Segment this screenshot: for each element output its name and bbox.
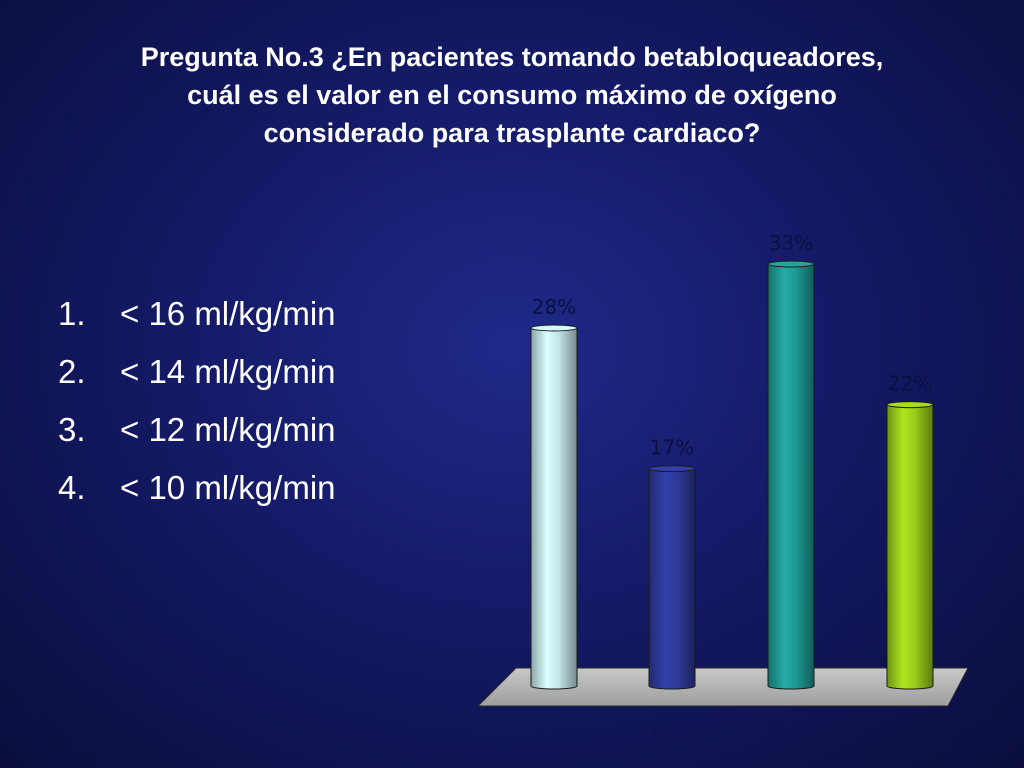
bar-value-label: 33% <box>769 231 813 255</box>
answer-option: 1. < 16 ml/kg/min <box>58 285 336 343</box>
bar-value-label: 22% <box>888 372 932 396</box>
chart-floor <box>476 667 969 707</box>
title-line: cuál es el valor en el consumo máximo de… <box>187 80 837 110</box>
bar-4 <box>886 401 934 690</box>
bar-top <box>767 260 815 268</box>
answer-option: 3. < 12 ml/kg/min <box>58 401 336 459</box>
x-tick-label: 1 <box>535 722 541 733</box>
bar-body <box>648 468 696 690</box>
answer-option: 2. < 14 ml/kg/min <box>58 343 336 401</box>
bar-body <box>886 404 934 690</box>
bar-2 <box>648 465 696 690</box>
option-text: < 10 ml/kg/min <box>120 469 336 506</box>
bar-top <box>648 465 696 473</box>
bar-top <box>886 401 934 409</box>
bar-1 <box>530 324 578 690</box>
bar-body <box>530 327 578 690</box>
x-tick-label: 2 <box>653 722 659 733</box>
ticks-layer: 1 2 3 4 <box>535 722 897 733</box>
bars-layer <box>530 260 934 690</box>
labels-layer: 28% 17% 33% 22% <box>532 231 932 460</box>
response-bar-chart: 28% 17% 33% 22% 1 2 3 4 <box>476 231 969 733</box>
option-number: 3. <box>58 411 86 448</box>
slide-title: Pregunta No.3 ¿En pacientes tomando beta… <box>30 38 994 152</box>
option-number: 4. <box>58 469 86 506</box>
bar-value-label: 28% <box>532 295 576 319</box>
option-number: 2. <box>58 353 86 390</box>
title-line: Pregunta No.3 ¿En pacientes tomando beta… <box>140 42 884 72</box>
bar-value-label: 17% <box>650 436 694 460</box>
bar-3 <box>767 260 815 690</box>
option-text: < 12 ml/kg/min <box>120 411 336 448</box>
x-tick-label: 4 <box>891 722 897 733</box>
bar-top <box>530 324 578 332</box>
title-line: considerado para trasplante cardiaco? <box>263 118 761 148</box>
option-number: 1. <box>58 295 86 332</box>
option-text: < 16 ml/kg/min <box>120 295 336 332</box>
x-tick-label: 3 <box>772 722 778 733</box>
answer-option: 4. < 10 ml/kg/min <box>58 459 336 517</box>
answer-options-list: 1. < 16 ml/kg/min 2. < 14 ml/kg/min 3. <… <box>58 285 336 517</box>
option-text: < 14 ml/kg/min <box>120 353 336 390</box>
bar-body <box>767 263 815 690</box>
